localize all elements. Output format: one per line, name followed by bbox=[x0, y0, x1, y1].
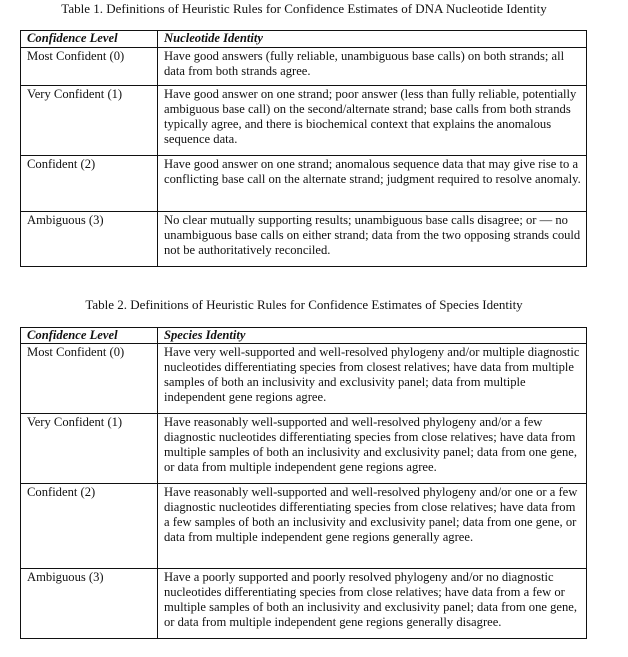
species-identity-table: Confidence Level Species Identity Most C… bbox=[20, 327, 587, 639]
definition-cell: Have a poorly supported and poorly resol… bbox=[157, 568, 587, 639]
header-nucleotide-identity: Nucleotide Identity bbox=[157, 30, 587, 48]
confidence-level-cell: Very Confident (1) bbox=[20, 85, 158, 156]
nucleotide-identity-table: Confidence Level Nucleotide Identity Mos… bbox=[20, 30, 587, 267]
confidence-level-cell: Very Confident (1) bbox=[20, 413, 158, 484]
table-row: Very Confident (1) Have reasonably well-… bbox=[20, 413, 587, 484]
header-species-identity: Species Identity bbox=[157, 327, 587, 344]
confidence-level-cell: Most Confident (0) bbox=[20, 343, 158, 414]
definition-cell: Have reasonably well-supported and well-… bbox=[157, 483, 587, 569]
confidence-level-cell: Confident (2) bbox=[20, 155, 158, 212]
table2-caption: Table 2. Definitions of Heuristic Rules … bbox=[85, 297, 523, 312]
confidence-level-cell: Confident (2) bbox=[20, 483, 158, 569]
table1-caption: Table 1. Definitions of Heuristic Rules … bbox=[61, 1, 547, 16]
definition-cell: Have good answers (fully reliable, unamb… bbox=[157, 47, 587, 86]
confidence-level-cell: Ambiguous (3) bbox=[20, 568, 158, 639]
definition-cell: Have reasonably well-supported and well-… bbox=[157, 413, 587, 484]
table-header-row: Confidence Level Nucleotide Identity bbox=[20, 30, 587, 48]
table-row: Most Confident (0) Have good answers (fu… bbox=[20, 47, 587, 86]
table-row: Most Confident (0) Have very well-suppor… bbox=[20, 343, 587, 414]
confidence-level-cell: Ambiguous (3) bbox=[20, 211, 158, 267]
table-row: Confident (2) Have reasonably well-suppo… bbox=[20, 483, 587, 569]
confidence-level-cell: Most Confident (0) bbox=[20, 47, 158, 86]
table-row: Ambiguous (3) Have a poorly supported an… bbox=[20, 568, 587, 639]
definition-cell: No clear mutually supporting results; un… bbox=[157, 211, 587, 267]
definition-cell: Have good answer on one strand; anomalou… bbox=[157, 155, 587, 212]
definition-cell: Have good answer on one strand; poor ans… bbox=[157, 85, 587, 156]
table-header-row: Confidence Level Species Identity bbox=[20, 327, 587, 344]
header-confidence-level: Confidence Level bbox=[20, 30, 158, 48]
table-row: Ambiguous (3) No clear mutually supporti… bbox=[20, 211, 587, 267]
table-row: Confident (2) Have good answer on one st… bbox=[20, 155, 587, 212]
table-row: Very Confident (1) Have good answer on o… bbox=[20, 85, 587, 156]
definition-cell: Have very well-supported and well-resolv… bbox=[157, 343, 587, 414]
header-confidence-level: Confidence Level bbox=[20, 327, 158, 344]
